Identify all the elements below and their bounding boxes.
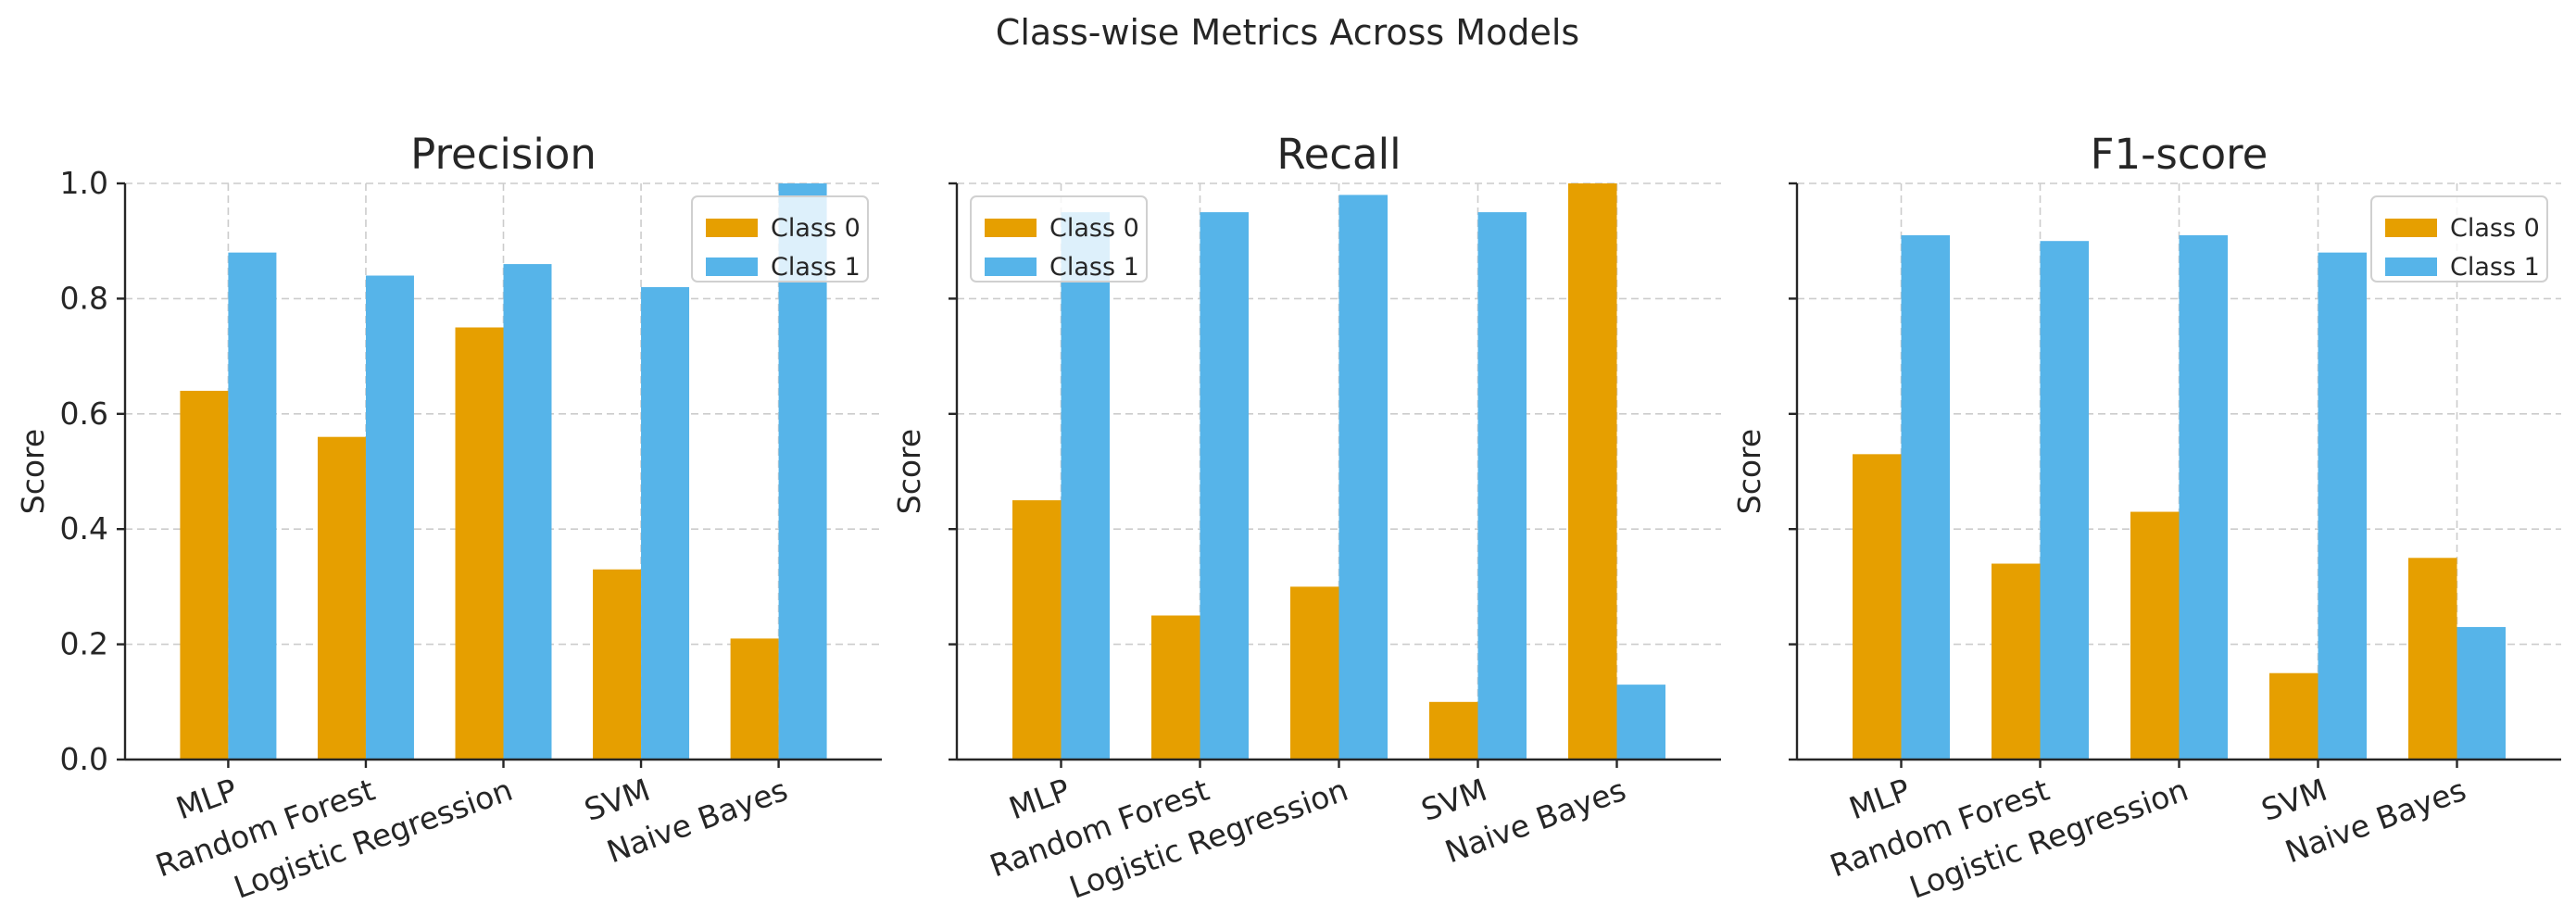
panel-title: F1-score <box>2091 130 2268 179</box>
y-tick-label: 0.0 <box>60 741 108 777</box>
legend-label: Class 1 <box>2450 253 2540 282</box>
panel-title: Recall <box>1276 130 1401 179</box>
y-tick-label: 0.4 <box>60 510 108 546</box>
bar-class-0-logistic-regression <box>455 327 504 760</box>
legend: Class 0 Class 1 <box>2370 195 2548 283</box>
bar-class-1-svm <box>641 286 690 760</box>
bar-class-0-svm <box>593 569 642 760</box>
x-tick-label: MLP <box>1844 772 1915 826</box>
bar-class-0-random-forest <box>1151 615 1200 760</box>
bar-class-0-naive-bayes <box>730 638 779 760</box>
y-tick-label: 1.0 <box>60 165 108 201</box>
bar-class-1-naive-bayes <box>1616 685 1665 760</box>
y-axis-label: Score <box>15 429 51 514</box>
figure-title: Class-wise Metrics Across Models <box>996 12 1579 53</box>
bar-class-0-svm <box>1429 701 1478 760</box>
bar-class-1-naive-bayes <box>2457 626 2506 760</box>
bar-class-1-random-forest <box>365 275 414 760</box>
bar-class-0-mlp <box>1012 500 1062 760</box>
x-tick-label: SVM <box>580 772 655 828</box>
legend: Class 0 Class 1 <box>970 195 1148 283</box>
bar-class-0-random-forest <box>317 436 366 760</box>
legend-label: Class 1 <box>1049 253 1139 282</box>
legend: Class 0 Class 1 <box>691 195 869 283</box>
bar-class-1-mlp <box>1901 234 1950 760</box>
x-tick-label: MLP <box>171 772 242 826</box>
legend-swatch <box>985 258 1037 276</box>
legend-swatch <box>706 258 758 276</box>
legend-label: Class 0 <box>1049 214 1139 243</box>
y-tick-label: 0.8 <box>60 280 108 316</box>
legend-label: Class 1 <box>771 253 861 282</box>
bar-class-0-logistic-regression <box>1290 586 1339 760</box>
legend-swatch <box>706 219 758 237</box>
bar-class-0-logistic-regression <box>2130 511 2180 760</box>
bar-class-0-naive-bayes <box>1568 183 1617 760</box>
bar-class-1-svm <box>1477 212 1527 760</box>
bar-class-1-logistic-regression <box>1338 195 1388 760</box>
y-tick-label: 0.2 <box>60 626 108 662</box>
bar-class-0-mlp <box>1853 454 1902 760</box>
bar-class-1-logistic-regression <box>2179 234 2228 760</box>
legend-label: Class 0 <box>771 214 861 243</box>
bar-class-1-svm <box>2318 252 2367 760</box>
legend-label: Class 0 <box>2450 214 2540 243</box>
x-tick-label: MLP <box>1004 772 1074 826</box>
y-axis-label: Score <box>1731 429 1767 514</box>
bar-class-1-mlp <box>228 252 277 760</box>
bar-class-1-mlp <box>1061 212 1110 760</box>
legend-swatch <box>2385 219 2437 237</box>
y-axis-label: Score <box>891 429 927 514</box>
x-tick-label: SVM <box>2256 772 2331 828</box>
bar-class-0-naive-bayes <box>2408 558 2457 760</box>
bar-class-1-random-forest <box>1200 212 1249 760</box>
bar-class-0-svm <box>2269 672 2318 760</box>
bar-class-1-random-forest <box>2040 241 2089 760</box>
bar-class-1-logistic-regression <box>503 264 552 760</box>
y-tick-label: 0.6 <box>60 396 108 432</box>
x-tick-label: SVM <box>1416 772 1491 828</box>
legend-swatch <box>985 219 1037 237</box>
panel-title: Precision <box>410 130 597 179</box>
bar-class-0-random-forest <box>1992 563 2041 760</box>
legend-swatch <box>2385 258 2437 276</box>
bar-class-0-mlp <box>180 390 229 760</box>
